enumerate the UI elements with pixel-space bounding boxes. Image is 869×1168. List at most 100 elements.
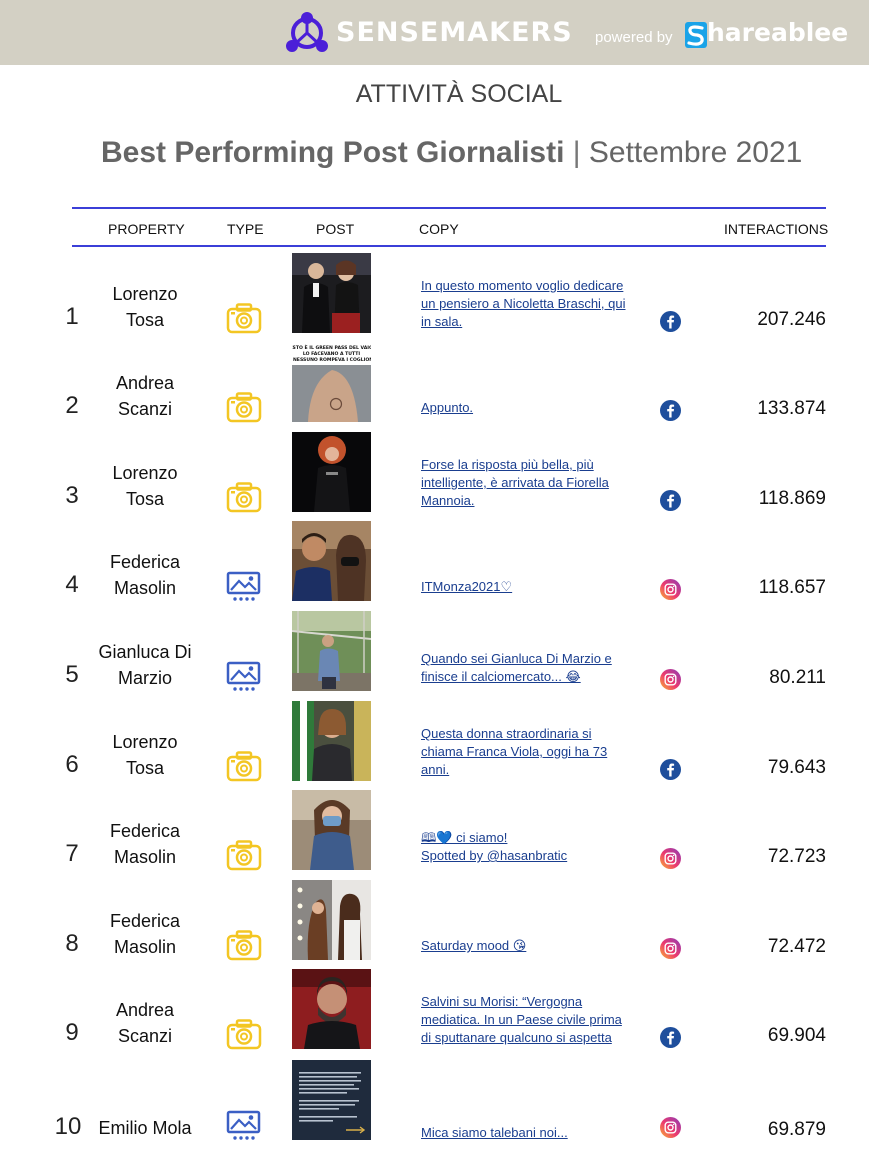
property-name-line: Federica [109, 552, 181, 572]
facebook-icon [660, 759, 681, 780]
photo-icon [226, 482, 262, 513]
post-copy-link[interactable]: 🕮💙 ci siamo! Spotted by @hasanbratic [421, 829, 649, 865]
post-copy-line[interactable]: di sputtanare qualcuno si aspetta [421, 1029, 649, 1047]
property-name: Federica Masolin [92, 549, 198, 601]
post-copy-text[interactable]: Appunto. [421, 400, 474, 415]
post-copy-line[interactable]: Mica siamo talebani noi... [421, 1124, 649, 1142]
property-name-line: Lorenzo [112, 463, 178, 483]
post-copy-line[interactable]: Quando sei Gianluca Di Marzio e [421, 650, 649, 668]
photo-icon [226, 1019, 262, 1050]
post-copy-line[interactable]: Mannoia. [421, 492, 649, 510]
column-header-type: TYPE [227, 221, 264, 237]
property-name-line: Federica [109, 911, 181, 931]
post-copy-text[interactable]: Salvini su Morisi: “Vergogna [421, 994, 583, 1009]
post-copy-line[interactable]: anni. [421, 761, 649, 779]
post-copy-text[interactable]: Quando sei Gianluca Di Marzio e [421, 651, 612, 666]
rank-number: 10 [54, 1113, 82, 1140]
property-name: Lorenzo Tosa [92, 281, 198, 333]
post-copy-line[interactable]: In questo momento voglio dedicare [421, 277, 649, 295]
photo-icon [226, 840, 262, 871]
post-copy-link[interactable]: Saturday mood 😘 [421, 937, 649, 955]
post-copy-text[interactable]: Mannoia. [421, 493, 475, 508]
post-copy-text[interactable]: intelligente, è arrivata da Fiorella [421, 475, 609, 490]
post-copy-text[interactable]: Saturday mood 😘 [421, 938, 527, 953]
post-copy-text[interactable]: finisce il calciomercato... 😂 [421, 669, 581, 684]
post-copy-text[interactable]: Forse la risposta più bella, più [421, 457, 594, 472]
post-copy-link[interactable]: Appunto. [421, 399, 649, 417]
post-copy-text[interactable]: un pensiero a Nicoletta Braschi, qui [421, 296, 626, 311]
post-copy-link[interactable]: Mica siamo talebani noi... [421, 1124, 649, 1142]
instagram-icon [660, 579, 681, 600]
post-copy-line[interactable]: Forse la risposta più bella, più [421, 456, 649, 474]
photo-icon [226, 751, 262, 782]
property-name-line: Marzio [117, 668, 172, 688]
post-copy-link[interactable]: Forse la risposta più bella, più intellig… [421, 456, 649, 510]
property-name-line: Tosa [125, 310, 165, 330]
post-copy-text[interactable]: 🕮💙 ci siamo! [421, 830, 508, 845]
post-copy-text[interactable]: chiama Franca Viola, oggi ha 73 [421, 744, 608, 759]
post-copy-line[interactable]: Spotted by @hasanbratic [421, 847, 649, 865]
post-copy-line[interactable]: intelligente, è arrivata da Fiorella [421, 474, 649, 492]
column-header-post: POST [316, 221, 355, 237]
property-name: Lorenzo Tosa [92, 729, 198, 781]
post-thumbnail[interactable] [292, 790, 371, 870]
post-copy-text[interactable]: ITMonza2021♡ [421, 579, 513, 594]
sensemakers-logo-icon [286, 12, 328, 52]
facebook-icon [660, 311, 681, 332]
post-copy-line[interactable]: chiama Franca Viola, oggi ha 73 [421, 743, 649, 761]
post-copy-line[interactable]: in sala. [421, 313, 649, 331]
post-thumbnail[interactable] [292, 701, 371, 781]
post-copy-link[interactable]: In questo momento voglio dedicare un pens… [421, 277, 649, 331]
property-name: Andrea Scanzi [92, 370, 198, 422]
svg-text:E NESSUNO ROMPEVA I COGLIONI: E NESSUNO ROMPEVA I COGLIONI [292, 357, 371, 363]
post-copy-line[interactable]: 🕮💙 ci siamo! [421, 829, 649, 847]
post-copy-line[interactable]: Questa donna straordinaria si [421, 725, 649, 743]
interactions-value: 207.246 [757, 309, 826, 330]
post-copy-text[interactable]: anni. [421, 762, 450, 777]
facebook-icon [660, 400, 681, 421]
table-row: 3 Lorenzo Tosa Forse la risposta più bell… [0, 432, 869, 521]
post-copy-line[interactable]: mediatica. In un Paese civile prima [421, 1011, 649, 1029]
property-name-line: Masolin [113, 578, 177, 598]
post-copy-line[interactable]: ITMonza2021♡ [421, 578, 649, 596]
property-name-line: Masolin [113, 937, 177, 957]
post-copy-text[interactable]: Spotted by @hasanbratic [421, 848, 568, 863]
post-copy-text[interactable]: Questa donna straordinaria si [421, 726, 592, 741]
post-copy-line[interactable]: Saturday mood 😘 [421, 937, 649, 955]
post-thumbnail[interactable] [292, 432, 371, 512]
post-thumbnail[interactable] [292, 253, 371, 333]
post-copy-link[interactable]: Questa donna straordinaria si chiama Fran… [421, 725, 649, 779]
post-copy-text[interactable]: Mica siamo talebani noi... [421, 1125, 568, 1140]
post-copy-text[interactable]: In questo momento voglio dedicare [421, 278, 624, 293]
post-thumbnail[interactable] [292, 521, 371, 601]
property-name-line: Federica [109, 821, 181, 841]
post-copy-link[interactable]: Salvini su Morisi: “Vergogna mediatica. I… [421, 993, 649, 1047]
post-copy-link[interactable]: ITMonza2021♡ [421, 578, 649, 596]
shareablee-logo-icon [685, 22, 707, 48]
rank-number: 1 [65, 303, 79, 330]
post-copy-text[interactable]: di sputtanare qualcuno si aspetta [421, 1030, 612, 1045]
post-copy-text[interactable]: mediatica. In un Paese civile prima [421, 1012, 622, 1027]
post-copy-line[interactable]: un pensiero a Nicoletta Braschi, qui [421, 295, 649, 313]
interactions-value: 72.723 [767, 846, 826, 867]
partner-name: hareablee [707, 18, 849, 47]
property-name: Emilio Mola [86, 1115, 204, 1141]
property-name-line: Lorenzo [112, 732, 178, 752]
property-name-line: Gianluca Di [98, 642, 192, 662]
photo-icon [226, 303, 262, 334]
brand-name: SENSEMAKERS [336, 17, 573, 48]
instagram-icon [660, 669, 681, 690]
post-thumbnail[interactable] [292, 1060, 371, 1140]
post-copy-link[interactable]: Quando sei Gianluca Di Marzio e finisce i… [421, 650, 649, 686]
table-row: 10 Emilio Mola Mica siamo talebani noi..… [0, 1060, 869, 1149]
post-thumbnail[interactable] [292, 611, 371, 691]
post-thumbnail[interactable] [292, 969, 371, 1049]
post-copy-line[interactable]: Appunto. [421, 399, 649, 417]
post-copy-text[interactable]: in sala. [421, 314, 463, 329]
post-thumbnail[interactable] [292, 880, 371, 960]
post-copy-line[interactable]: finisce il calciomercato... 😂 [421, 668, 649, 686]
instagram-icon [660, 938, 681, 959]
post-copy-line[interactable]: Salvini su Morisi: “Vergogna [421, 993, 649, 1011]
